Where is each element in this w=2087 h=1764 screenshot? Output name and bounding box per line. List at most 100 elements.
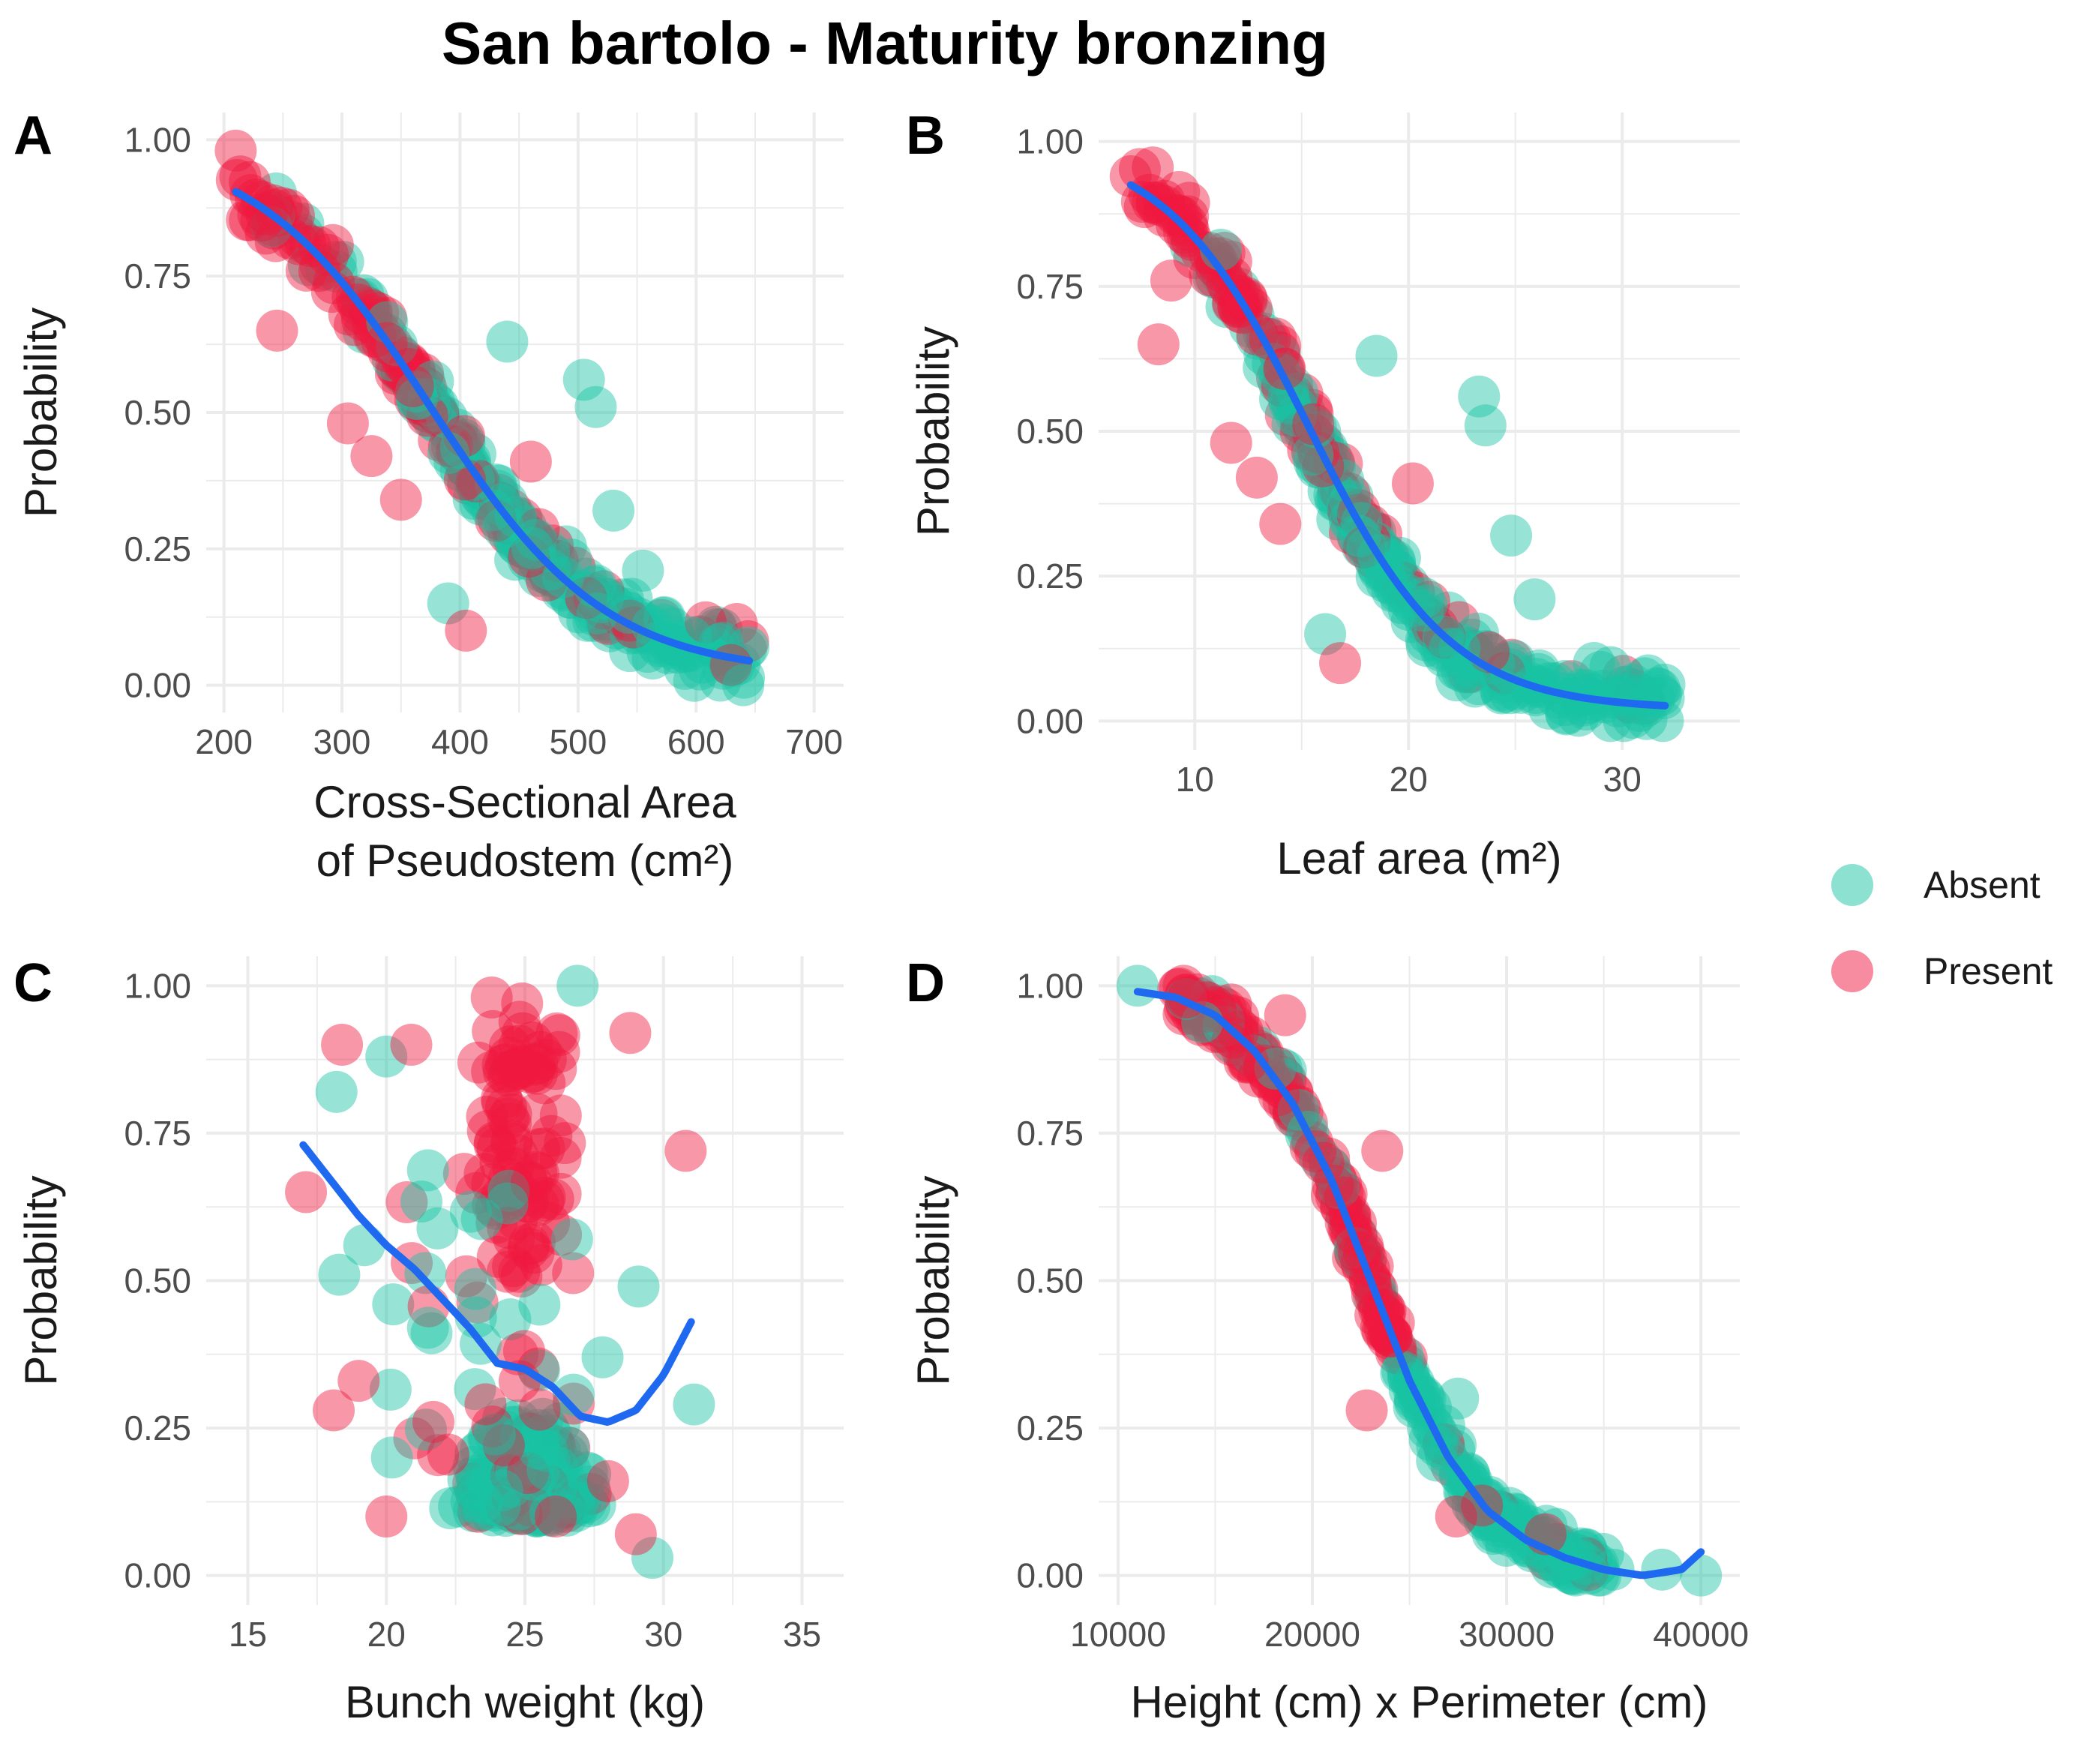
data-point-absent	[480, 1484, 523, 1526]
data-point-absent	[512, 1480, 555, 1523]
data-point-absent	[511, 1436, 553, 1479]
data-point-absent	[1451, 1484, 1494, 1526]
x-tick-label: 25	[505, 1615, 544, 1654]
data-point-absent	[1545, 692, 1588, 735]
data-point-present	[385, 1180, 428, 1223]
data-point-present	[277, 223, 320, 266]
y-tick-label: 0.25	[124, 530, 191, 568]
data-point-present	[1193, 986, 1236, 1029]
data-point-absent	[469, 1418, 511, 1460]
data-point-present	[352, 316, 395, 358]
data-point-absent	[474, 1460, 517, 1503]
data-point-absent	[1463, 1499, 1506, 1542]
data-point-absent	[529, 1442, 571, 1485]
data-point-present	[532, 1178, 574, 1221]
data-point-absent	[548, 576, 591, 619]
data-point-absent	[492, 1488, 535, 1531]
data-point-present	[517, 1347, 559, 1390]
data-point-present	[237, 194, 280, 236]
data-point-absent	[1427, 591, 1470, 634]
data-point-absent	[535, 1462, 577, 1505]
data-point-present	[487, 1054, 530, 1097]
data-point-present	[508, 1484, 551, 1527]
data-point-absent	[346, 278, 389, 320]
data-point-absent	[498, 1485, 541, 1528]
data-point-present	[1120, 181, 1163, 224]
data-point-absent	[517, 1494, 559, 1537]
data-point-absent	[535, 1432, 577, 1474]
y-tick-label: 0.25	[124, 1408, 191, 1448]
data-point-absent	[429, 1487, 472, 1530]
data-point-absent	[527, 1476, 570, 1519]
x-tick-label: 10	[1176, 760, 1214, 799]
data-point-absent	[395, 378, 438, 421]
y-tick-label: 0.25	[1016, 1408, 1084, 1448]
data-point-absent	[694, 605, 737, 648]
data-point-present	[684, 601, 727, 644]
data-point-present	[1221, 1029, 1264, 1072]
data-point-absent	[521, 1397, 564, 1440]
data-point-present	[299, 243, 342, 286]
data-point-absent	[609, 630, 652, 673]
data-point-absent	[532, 1442, 574, 1484]
data-point-absent	[502, 1485, 544, 1528]
data-point-absent	[416, 1207, 459, 1250]
data-point-absent	[538, 1466, 581, 1508]
data-point-absent	[315, 1070, 358, 1113]
data-point-present	[1228, 1039, 1270, 1082]
data-point-present	[539, 1094, 582, 1137]
y-tick-label: 0.25	[1016, 556, 1084, 596]
data-point-present	[484, 1086, 527, 1129]
data-point-absent	[482, 506, 525, 549]
data-point-absent	[1455, 1488, 1498, 1531]
data-point-absent	[499, 1414, 542, 1457]
data-point-present	[1189, 1004, 1232, 1047]
data-point-absent	[483, 1462, 526, 1504]
data-point-absent	[496, 1473, 539, 1516]
data-point-absent	[454, 1368, 496, 1411]
data-point-absent	[673, 659, 715, 702]
data-point-absent	[484, 502, 526, 544]
data-point-absent	[530, 1474, 573, 1516]
legend-label-present: Present	[1924, 950, 2053, 992]
data-point-present	[508, 1412, 551, 1455]
legend-label-absent: Absent	[1924, 864, 2041, 906]
data-point-absent	[1468, 1475, 1511, 1518]
data-point-absent	[442, 418, 485, 461]
data-point-present	[479, 1142, 522, 1184]
y-axis-label: Probability	[16, 308, 66, 518]
data-point-absent	[503, 1456, 546, 1499]
data-point-absent	[678, 648, 721, 691]
data-point-absent	[417, 385, 460, 428]
data-point-absent	[462, 478, 505, 520]
data-point-absent	[1491, 1497, 1534, 1540]
data-point-absent	[1315, 479, 1357, 522]
data-point-absent	[1458, 375, 1501, 418]
data-point-absent	[1590, 676, 1633, 719]
data-point-absent	[1441, 638, 1484, 681]
data-point-absent	[1433, 1429, 1476, 1472]
data-point-absent	[342, 274, 385, 316]
data-point-present	[1212, 1016, 1255, 1059]
data-point-absent	[1453, 665, 1496, 708]
data-point-absent	[573, 594, 616, 637]
data-point-absent	[508, 1412, 550, 1454]
data-point-absent	[526, 1448, 569, 1491]
data-point-present	[445, 609, 487, 652]
data-point-absent	[1464, 404, 1507, 447]
data-point-present	[326, 402, 369, 445]
data-point-present	[548, 1426, 591, 1469]
data-point-present	[341, 298, 384, 341]
data-point-absent	[1642, 677, 1685, 720]
data-point-absent	[1603, 665, 1646, 708]
data-point-absent	[534, 556, 577, 598]
data-point-present	[1290, 388, 1333, 431]
data-point-absent	[454, 1268, 496, 1310]
data-point-present	[524, 1038, 567, 1081]
data-point-absent	[546, 1432, 589, 1475]
data-point-absent	[528, 554, 571, 596]
data-point-absent	[472, 1490, 515, 1532]
data-point-present	[457, 1041, 499, 1084]
data-point-present	[516, 1042, 559, 1084]
data-point-present	[1163, 212, 1206, 254]
